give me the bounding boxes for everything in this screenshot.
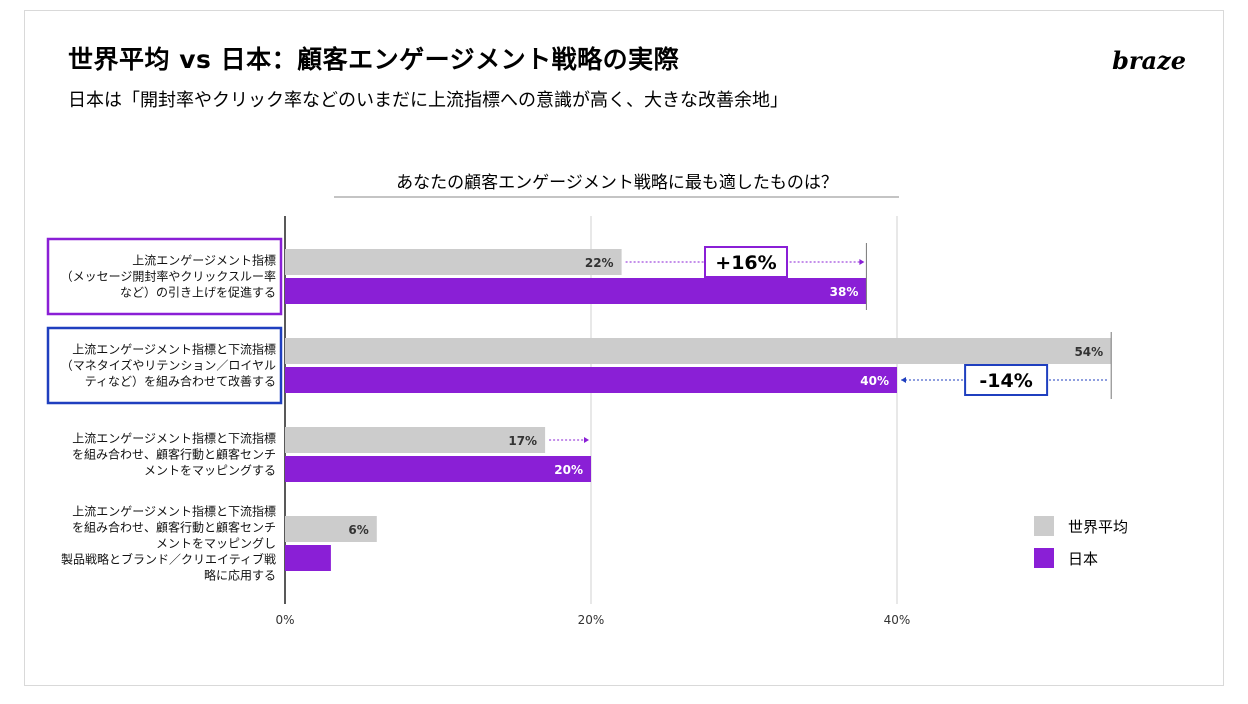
page-title: 世界平均 vs 日本：顧客エンゲージメント戦略の実際: [68, 45, 680, 74]
bar-japan: [285, 456, 591, 482]
x-axis-ticks: 0% 20% 40%: [275, 613, 910, 627]
change-badge-label: +16%: [715, 252, 776, 274]
change-badge: [704, 246, 788, 278]
category-label: 上流エンゲージメント指標と下流指標: [72, 431, 276, 446]
legend-swatch-world: [1034, 516, 1054, 536]
data-label: 38%: [830, 285, 859, 299]
legend-entry-japan: 日本: [1034, 548, 1128, 568]
category-label: メントをマッピングする: [144, 464, 276, 478]
bar-japan: [285, 545, 331, 571]
chart-title: あなたの顧客エンゲージメント戦略に最も適したものは？: [396, 173, 838, 193]
annotations: +16% -14%: [549, 243, 1112, 443]
data-label: 40%: [860, 374, 889, 388]
category-labels: 上流エンゲージメント指標（メッセージ開封率やクリックスルー率など）の引き上げを促…: [46, 237, 283, 583]
bars: 22% 38% 54% 40% 17% 20% 6%: [285, 249, 1112, 571]
arrow-head: [859, 259, 865, 265]
x-tick-label: 0%: [275, 613, 294, 627]
bar-world: [285, 249, 622, 275]
category-label: 略に応用する: [204, 568, 276, 583]
bar-world: [285, 516, 377, 542]
legend-label-world: 世界平均: [1068, 517, 1129, 536]
category-label: 上流エンゲージメント指標と下流指標: [72, 342, 276, 357]
bar-world: [285, 427, 546, 453]
bar-world: [285, 338, 1112, 364]
category-label: など）の引き上げを促進する: [120, 286, 276, 300]
legend-entry-world: 世界平均: [1034, 516, 1128, 536]
data-label: 22%: [585, 256, 614, 270]
change-badge: [964, 364, 1049, 396]
category-label: を組み合わせ、顧客行動と顧客センチ: [72, 520, 276, 535]
legend: 世界平均 日本: [1034, 516, 1128, 580]
category-label: 製品戦略とブランド／クリエイティブ戦: [61, 552, 276, 567]
x-tick-label: 40%: [884, 613, 911, 627]
legend-label-japan: 日本: [1068, 549, 1099, 568]
x-tick-label: 20%: [578, 613, 605, 627]
category-highlight-box: [46, 237, 283, 316]
arrow-head: [901, 377, 906, 383]
category-label: 上流エンゲージメント指標と下流指標: [72, 504, 276, 519]
legend-swatch-japan: [1034, 548, 1054, 568]
bar-japan: [285, 278, 867, 304]
data-label: 54%: [1074, 345, 1103, 359]
page-subtitle: 日本は「開封率やクリック率などのいまだに上流指標への意識が高く、大きな改善余地」: [68, 90, 788, 111]
category-label: ティなど）を組み合わせて改善する: [85, 374, 276, 389]
category-label: メントをマッピングし: [156, 537, 276, 551]
category-label: （マネタイズやリテンション／ロイヤル: [61, 358, 276, 373]
data-label: 6%: [348, 523, 368, 537]
category-label: （メッセージ開封率やクリックスルー率: [61, 269, 276, 284]
category-label: 上流エンゲージメント指標: [132, 253, 276, 268]
data-label: 17%: [508, 434, 537, 448]
data-label: 20%: [554, 463, 583, 477]
change-badge-label: -14%: [979, 370, 1032, 392]
category-highlight-box: [46, 326, 283, 405]
brand-logo: braze: [1112, 46, 1186, 75]
category-label: を組み合わせ、顧客行動と顧客センチ: [72, 447, 276, 462]
bar-japan: [285, 367, 897, 393]
arrow-head: [584, 437, 589, 443]
